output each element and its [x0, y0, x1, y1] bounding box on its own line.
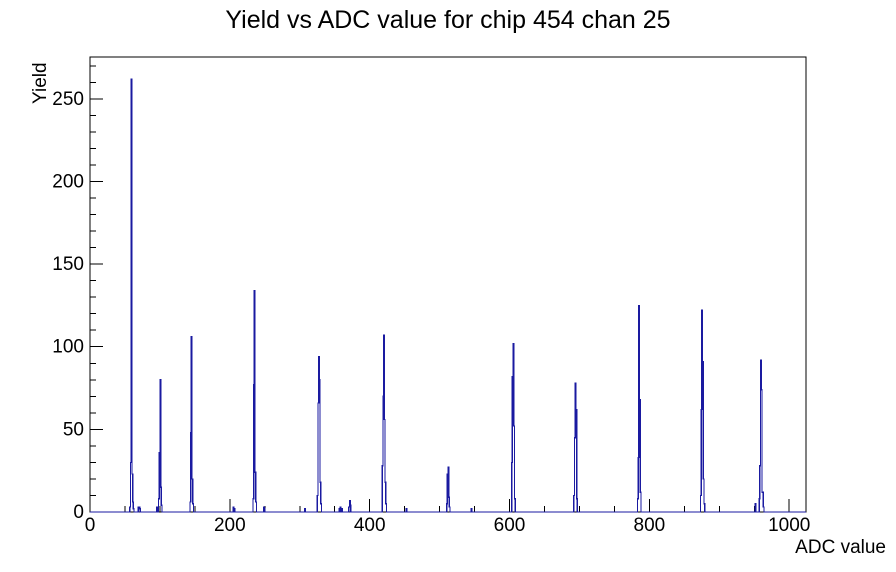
x-tick-label: 800 — [634, 515, 666, 536]
x-tick-label: 0 — [85, 515, 96, 536]
x-tick-label: 400 — [354, 515, 386, 536]
y-tick-label: 200 — [52, 171, 84, 192]
y-tick-label: 150 — [52, 254, 84, 275]
y-tick-label: 50 — [63, 419, 84, 440]
x-tick-label: 600 — [494, 515, 526, 536]
histogram-line — [90, 78, 806, 513]
x-tick-label: 200 — [214, 515, 246, 536]
x-tick-label: 1000 — [768, 515, 810, 536]
y-tick-label: 0 — [73, 502, 84, 523]
x-axis-label: ADC value — [795, 537, 886, 558]
y-tick-label: 100 — [52, 337, 84, 358]
plot-frame — [89, 56, 807, 513]
chart-title: Yield vs ADC value for chip 454 chan 25 — [225, 6, 671, 34]
y-tick-label: 250 — [52, 89, 84, 110]
